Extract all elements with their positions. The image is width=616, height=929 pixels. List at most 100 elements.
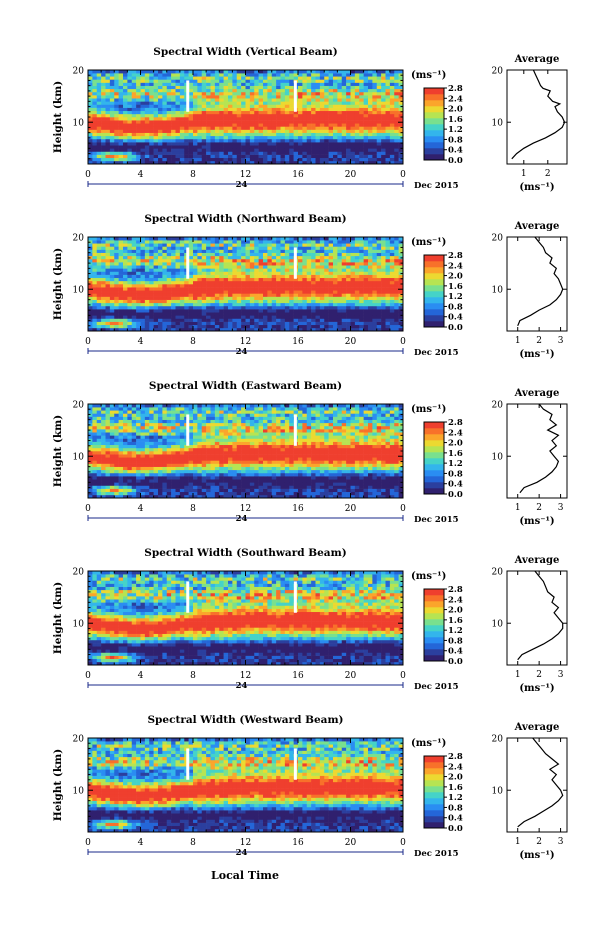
heatmap-cell — [223, 160, 229, 165]
heatmap-cell — [92, 441, 98, 446]
heatmap-cell — [385, 271, 391, 275]
heatmap-cell — [206, 246, 211, 250]
heatmap-cell — [354, 145, 360, 149]
heatmap-cell — [284, 287, 290, 291]
heatmap-cell — [144, 293, 150, 297]
heatmap-cell — [136, 287, 141, 291]
heatmap-cell — [337, 70, 343, 74]
heatmap-cell — [298, 293, 303, 297]
heatmap-cell — [315, 302, 321, 307]
heatmap-cell — [158, 321, 163, 326]
heatmap-cell — [214, 148, 220, 152]
heatmap-cell — [346, 135, 351, 140]
heatmap-cell — [197, 76, 203, 80]
heatmap-cell — [223, 132, 229, 137]
heatmap-cell — [101, 457, 106, 461]
heatmap-cell — [193, 104, 198, 108]
heatmap-cell — [127, 249, 133, 253]
heatmap-cell — [341, 154, 347, 159]
heatmap-cell — [201, 255, 207, 260]
heatmap-cell — [118, 485, 124, 489]
heatmap-cell — [144, 315, 150, 319]
heatmap-cell — [293, 73, 299, 77]
heatmap-cell — [306, 255, 312, 260]
heatmap-cell — [394, 299, 399, 304]
heatmap-cell — [271, 324, 277, 329]
heatmap-cells — [88, 237, 404, 332]
heatmap-cell — [354, 318, 360, 322]
heatmap-cell — [101, 479, 106, 483]
heatmap-cell — [171, 73, 176, 77]
heatmap-cell — [201, 154, 207, 159]
heatmap-cell — [284, 126, 290, 130]
heatmap-cell — [254, 315, 259, 319]
heatmap-cell — [206, 324, 211, 329]
heatmap-cell — [306, 148, 312, 152]
heatmap-cell — [328, 268, 334, 272]
heatmap-cell — [127, 252, 133, 257]
heatmap-cell — [245, 268, 251, 272]
heatmap-cell — [289, 85, 294, 90]
heatmap-cell — [324, 70, 329, 74]
heatmap-cell — [319, 252, 325, 257]
heatmap-cell — [394, 237, 399, 241]
heatmap-cell — [188, 120, 194, 124]
heatmap-cell — [267, 154, 273, 159]
heatmap-cell — [188, 246, 194, 250]
heatmap-cell — [389, 148, 395, 152]
heatmap-cell — [219, 309, 224, 313]
heatmap-cell — [136, 457, 141, 461]
heatmap-cell — [136, 249, 141, 253]
heatmap-cell — [228, 76, 233, 80]
average-unit: (ms⁻¹) — [519, 349, 554, 360]
heatmap-cell — [105, 246, 111, 250]
heatmap-cell — [201, 117, 207, 121]
heatmap-cell — [324, 123, 329, 127]
heatmap-cell — [92, 255, 98, 260]
heatmap-cell — [249, 280, 255, 285]
heatmap-cell — [280, 271, 286, 275]
heatmap-cell — [341, 104, 347, 108]
day-label: 24 — [236, 180, 248, 190]
heatmap-cell — [376, 252, 382, 257]
heatmap-cell — [302, 79, 308, 83]
heatmap-cell — [245, 113, 251, 118]
heatmap-cell — [354, 296, 360, 300]
heatmap-cell — [337, 240, 343, 244]
heatmap-cell — [88, 321, 93, 326]
heatmap-cell — [140, 299, 146, 304]
heatmap-cell — [368, 135, 373, 140]
heatmap-cell — [214, 70, 220, 74]
x-tick-label: 16 — [292, 170, 304, 180]
data-gap — [186, 247, 190, 279]
heatmap-cell — [328, 290, 334, 294]
heatmap-cell — [136, 262, 141, 266]
heatmap-cell — [232, 318, 238, 322]
heatmap-cell — [109, 98, 115, 102]
heatmap-cell — [193, 309, 198, 313]
heatmap-cell — [368, 107, 373, 112]
heatmap-cell — [232, 249, 238, 253]
heatmap-cell — [254, 104, 259, 108]
heatmap-cell — [276, 312, 281, 316]
heatmap-cell — [193, 76, 198, 80]
heatmap-cell — [398, 296, 404, 300]
heatmap-cell — [101, 315, 106, 319]
heatmap-cell — [271, 88, 277, 93]
heatmap-cell — [206, 160, 211, 165]
heatmap-cell — [350, 145, 356, 149]
heatmap-cell — [302, 126, 308, 130]
heatmap-cell — [359, 79, 364, 83]
heatmap-cell — [118, 98, 124, 102]
heatmap-cell — [311, 85, 316, 90]
heatmap-cell — [162, 271, 168, 275]
heatmap-cell — [354, 123, 360, 127]
heatmap-cell — [228, 302, 233, 307]
heatmap-cell — [219, 258, 224, 263]
heatmap-cell — [92, 110, 98, 115]
heatmap-cell — [144, 160, 150, 165]
heatmap-cell — [394, 151, 399, 155]
heatmap-cell — [123, 138, 128, 143]
heatmap-cell — [306, 309, 312, 313]
heatmap-cell — [101, 85, 106, 90]
